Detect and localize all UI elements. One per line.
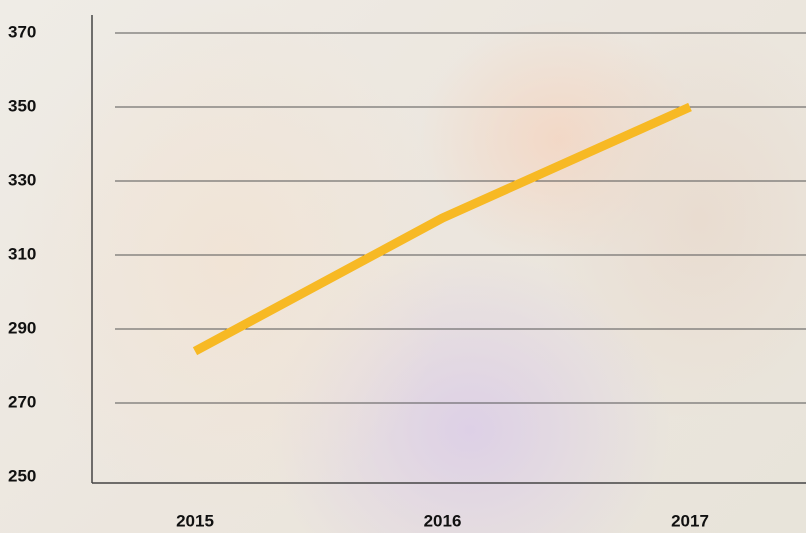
x-tick-label: 2015 — [176, 511, 214, 530]
y-tick-label: 330 — [8, 170, 36, 189]
x-tick-label: 2017 — [671, 511, 709, 530]
y-tick-label: 290 — [8, 318, 36, 337]
x-tick-label: 2016 — [424, 511, 462, 530]
y-tick-label: 350 — [8, 96, 36, 115]
y-tick-label: 310 — [8, 244, 36, 263]
y-tick-label: 250 — [8, 466, 36, 485]
y-tick-label: 270 — [8, 392, 36, 411]
y-tick-label: 370 — [8, 22, 36, 41]
line-series — [192, 102, 692, 356]
